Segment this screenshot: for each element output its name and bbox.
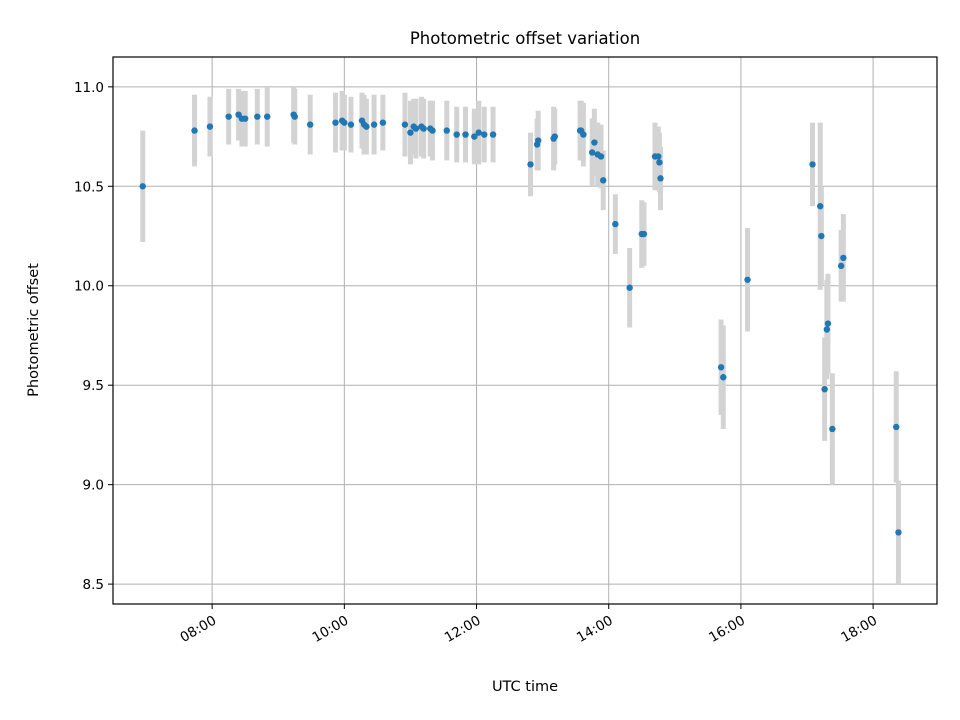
data-point: [893, 423, 900, 431]
x-tick-label: 12:00: [442, 613, 484, 646]
data-point: [895, 529, 902, 536]
data-point: [306, 121, 314, 128]
y-tick-label: 10.5: [74, 179, 104, 195]
data-point: [412, 125, 420, 132]
x-axis-label: UTC time: [492, 679, 558, 695]
data-point: [191, 127, 198, 134]
x-tick-label: 14:00: [574, 613, 616, 646]
data-point: [489, 131, 497, 138]
data-point: [401, 121, 409, 128]
data-point: [225, 113, 232, 120]
data-point: [363, 123, 370, 130]
data-point: [821, 385, 828, 393]
data-point: [264, 113, 271, 120]
data-point: [453, 131, 460, 138]
data-points: [139, 111, 902, 536]
data-point: [744, 276, 751, 283]
data-point: [580, 131, 587, 138]
data-point: [717, 364, 725, 371]
data-point: [471, 133, 478, 140]
data-point: [341, 119, 348, 126]
data-point: [535, 137, 542, 144]
data-point: [626, 284, 633, 291]
x-tick-label: 10:00: [310, 613, 352, 646]
chart-title: Photometric offset variation: [410, 29, 640, 48]
data-point: [407, 129, 414, 136]
data-point: [588, 149, 596, 156]
data-point: [206, 123, 214, 130]
data-point: [829, 425, 836, 433]
y-axis-ticks: 8.5 9.0 9.5 10.0 10.5 11.0: [74, 80, 113, 593]
data-point: [527, 161, 534, 168]
data-point: [656, 159, 663, 166]
y-tick-label: 11.0: [74, 80, 104, 96]
data-point: [818, 232, 825, 240]
data-point: [823, 326, 831, 333]
data-point: [657, 175, 664, 182]
y-tick-label: 9.5: [83, 378, 104, 394]
data-point: [462, 131, 469, 138]
data-point: [551, 133, 558, 140]
data-point: [591, 139, 598, 146]
data-point: [600, 177, 607, 184]
plot-frame: [112, 56, 938, 605]
data-point: [347, 121, 355, 128]
data-point: [481, 131, 488, 138]
data-point: [612, 220, 619, 228]
data-point: [370, 121, 378, 128]
data-point: [420, 125, 427, 132]
y-tick-label: 8.5: [83, 577, 104, 593]
y-tick-label: 9.0: [83, 478, 104, 494]
data-point: [720, 374, 727, 381]
data-point: [429, 127, 436, 134]
y-axis-label: Photometric offset: [26, 263, 42, 397]
data-point: [443, 127, 450, 134]
data-point: [379, 119, 387, 126]
data-point: [475, 129, 482, 136]
data-point: [809, 161, 816, 168]
x-tick-label: 08:00: [177, 613, 219, 646]
data-point: [640, 230, 648, 238]
data-point: [597, 153, 605, 160]
data-point: [291, 113, 298, 120]
data-point: [824, 320, 832, 327]
data-point: [254, 113, 261, 120]
data-point: [139, 183, 146, 190]
data-point: [241, 115, 249, 122]
x-axis-ticks: 08:00 10:00 12:00 14:00 16:00 18:00: [177, 604, 880, 646]
x-tick-label: 18:00: [838, 613, 880, 646]
data-point: [840, 254, 847, 262]
data-point: [817, 202, 824, 210]
data-point: [837, 262, 845, 270]
data-point: [332, 119, 339, 126]
data-point: [655, 153, 662, 160]
error-bars: [140, 86, 901, 585]
y-tick-label: 10.0: [74, 279, 104, 295]
x-tick-label: 16:00: [706, 613, 748, 646]
